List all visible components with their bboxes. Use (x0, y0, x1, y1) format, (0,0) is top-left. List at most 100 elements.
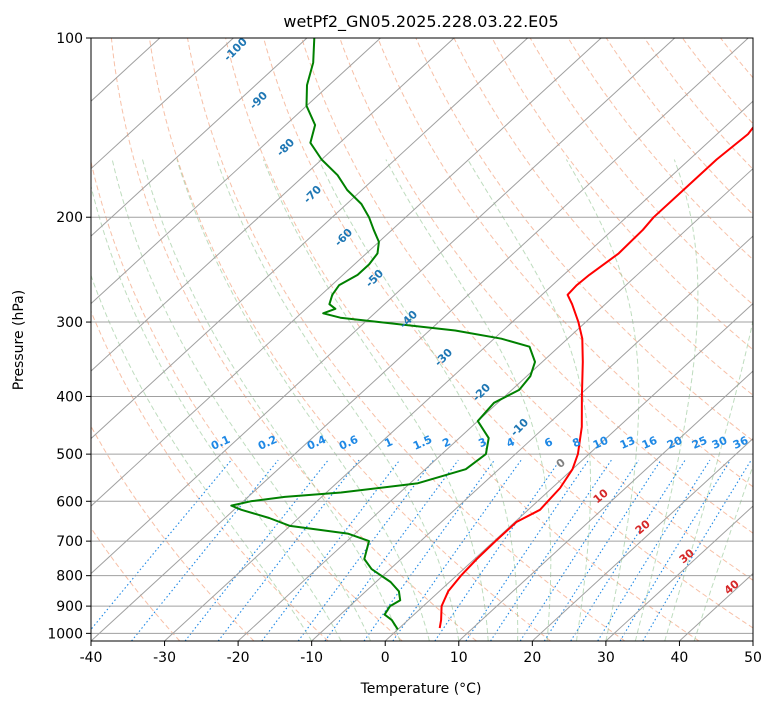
x-axis-label: Temperature (°C) (360, 681, 482, 697)
isotherm-gridline (91, 38, 676, 575)
dry-adiabat (91, 309, 329, 641)
mixing-ratio-label: 0.4 (305, 433, 328, 453)
mixing-ratio-line (324, 459, 459, 641)
isotherm-gridline (531, 437, 753, 641)
background-lines (91, 38, 775, 641)
mixing-ratio-line (597, 459, 711, 641)
y-axis-label: Pressure (hPa) (11, 290, 27, 390)
mixing-ratio-line (490, 459, 612, 641)
moist-adiabat (262, 159, 489, 641)
y-tick-label: 600 (56, 494, 83, 510)
potential-temperature-label: -30 (432, 346, 455, 369)
equivalent-temperature-label: 10 (591, 486, 611, 506)
moist-adiabat (693, 464, 753, 641)
isotherm-gridline (91, 38, 528, 440)
x-tick-label: 20 (523, 650, 541, 666)
isotherm-gridline (311, 235, 753, 641)
y-tick-label: 900 (56, 599, 83, 615)
x-tick-label: 40 (671, 650, 689, 666)
potential-temperature-label: -60 (332, 226, 355, 249)
isotherm-gridline (679, 572, 753, 641)
dry-adiabat (91, 159, 403, 641)
moist-adiabat (467, 159, 591, 641)
dry-adiabat (339, 38, 753, 534)
x-tick-label: 10 (450, 650, 468, 666)
y-tick-label: 800 (56, 569, 83, 585)
mixing-ratio-label: 0.6 (337, 433, 360, 453)
moist-adiabat (216, 159, 460, 641)
isotherm-gridline (91, 38, 602, 507)
potential-temperature-label: -80 (274, 136, 297, 159)
isotherm-gridline (605, 505, 753, 641)
dewpoint-line (230, 38, 536, 630)
mixing-ratio-label: 0.2 (256, 433, 279, 453)
dry-adiabat (225, 38, 700, 641)
mixing-ratio-label: 16 (640, 434, 660, 452)
mixing-ratio-label: 36 (731, 434, 751, 452)
mixing-ratio-line (363, 459, 495, 641)
moist-adiabat (634, 159, 699, 641)
y-tick-label: 500 (56, 447, 83, 463)
dry-adiabat (643, 38, 753, 170)
mixing-ratio-line (217, 459, 360, 641)
dry-adiabat (148, 38, 551, 641)
mixing-ratio-label: 1.5 (411, 433, 434, 453)
dry-adiabat (187, 38, 626, 641)
profile-lines (230, 38, 753, 630)
isotherm-gridline (91, 38, 381, 305)
x-tick-label: -30 (153, 650, 176, 666)
mixing-ratio-line (519, 459, 640, 641)
mixing-ratio-label: 0.1 (209, 433, 232, 453)
mixing-ratio-line (392, 459, 522, 641)
mixing-ratio-line (131, 459, 279, 641)
moist-adiabat (176, 159, 430, 641)
chart-title: wetPf2_GN05.2025.228.03.22.E05 (283, 12, 558, 32)
isotherm-gridline (458, 370, 753, 641)
mixing-ratio-label: 13 (618, 434, 637, 452)
mixing-ratio-label: 25 (690, 434, 709, 452)
dry-adiabat (91, 425, 255, 641)
dry-adiabat (263, 38, 753, 629)
potential-temperature-label: -20 (470, 381, 493, 404)
y-tick-label: 200 (56, 210, 83, 226)
dry-adiabat (759, 38, 775, 641)
moist-adiabat (142, 159, 401, 641)
mixing-ratio-label: 2 (440, 435, 452, 450)
dry-adiabat (415, 38, 753, 442)
x-tick-label: 0 (381, 650, 390, 666)
mixing-ratio-line (619, 459, 731, 641)
x-tick-label: 30 (597, 650, 615, 666)
mixing-ratio-label: 1 (382, 435, 394, 450)
isotherm-gridline (91, 38, 455, 372)
moist-adiabat (565, 159, 640, 641)
equivalent-temperature-label: 40 (722, 577, 742, 597)
dry-adiabat (567, 38, 753, 261)
x-tick-label: -10 (300, 650, 323, 666)
isotherm-gridline (91, 38, 234, 170)
dry-adiabat (720, 38, 753, 79)
mixing-ratio-label: 30 (710, 434, 730, 452)
y-axis: 100 200 300 400 500 600 700 800 900 1000 (47, 31, 91, 642)
isotherm-gridline (752, 640, 753, 641)
moist-adiabat (91, 273, 313, 641)
moist-adiabat (111, 159, 371, 641)
y-tick-label: 400 (56, 389, 83, 405)
temperature-line (438, 80, 753, 629)
x-tick-label: 50 (744, 650, 762, 666)
mixing-ratio-label: 6 (542, 435, 555, 450)
mixing-ratio-label: 10 (591, 434, 611, 452)
y-tick-label: 1000 (47, 626, 83, 642)
x-axis: -40 -30 -20 -10 0 10 20 30 40 50 (80, 641, 762, 666)
moist-adiabat (664, 318, 753, 641)
isotherm-gridline (91, 38, 749, 641)
mixing-ratio-line (465, 459, 590, 641)
isotherm-gridline (237, 167, 753, 641)
y-tick-label: 100 (56, 31, 83, 47)
x-tick-label: -40 (80, 650, 103, 666)
mixing-ratio-line (91, 459, 232, 631)
equivalent-temperature-label: 30 (677, 546, 697, 566)
isotherm-gridline (384, 302, 753, 641)
dry-adiabat (91, 527, 181, 641)
y-tick-label: 300 (56, 315, 83, 331)
